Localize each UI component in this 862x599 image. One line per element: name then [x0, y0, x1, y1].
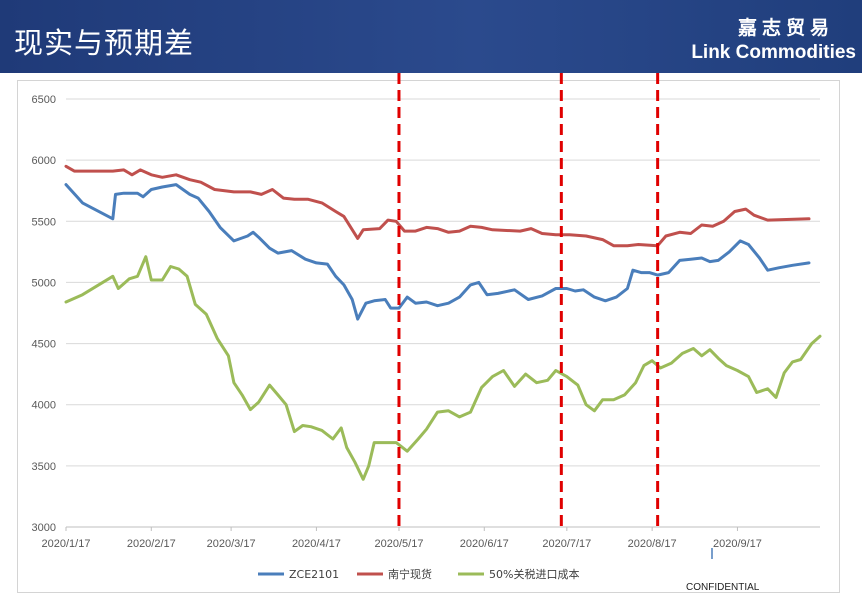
legend-label: 南宁现货	[388, 567, 432, 581]
x-tick-label: 2020/5/17	[375, 538, 424, 550]
confidential-label: CONFIDENTIAL	[686, 582, 760, 593]
axes: 3000 3500 4000 4500 5000 5500 6000 6500 2020/1/1…	[32, 94, 820, 550]
x-tick-label: 2020/6/17	[460, 538, 509, 550]
x-tick-label: 2020/7/17	[542, 538, 591, 550]
brand-name-chinese: 嘉志贸易	[737, 17, 834, 39]
y-tick-label: 3000	[32, 522, 56, 534]
y-tick-label: 5500	[32, 216, 56, 228]
brand-name-english: Link Commodities	[691, 42, 856, 63]
legend: ZCE2101 南宁现货 50%关税进口成本	[258, 567, 579, 581]
x-tick-label: 2020/4/17	[292, 538, 341, 550]
x-tick-label: 2020/2/17	[127, 538, 176, 550]
x-tick-label: 2020/8/17	[628, 538, 677, 550]
legend-label: 50%关税进口成本	[489, 567, 579, 581]
x-tick-label: 2020/3/17	[207, 538, 256, 550]
series-line-nanning-spot	[64, 164, 811, 248]
x-tick-label: 2020/1/17	[42, 538, 91, 550]
legend-label: ZCE2101	[289, 568, 339, 581]
x-tick-label: 2020/9/17	[713, 538, 762, 550]
y-tick-label: 3500	[32, 461, 56, 473]
y-tick-label: 4000	[32, 400, 56, 412]
series-lines	[64, 164, 822, 481]
slide-title: 现实与预期差	[14, 26, 195, 60]
y-tick-label: 6500	[32, 94, 56, 106]
vertical-markers	[397, 73, 713, 559]
y-tick-label: 4500	[32, 339, 56, 351]
series-line-import-cost	[64, 255, 822, 481]
gridlines	[66, 98, 820, 467]
y-tick-label: 5000	[32, 277, 56, 289]
chart-frame	[17, 80, 840, 593]
y-tick-label: 6000	[32, 155, 56, 167]
series-line-zce2101	[64, 183, 811, 321]
header-banner: 现实与预期差 嘉志贸易 Link Commodities	[0, 0, 862, 73]
